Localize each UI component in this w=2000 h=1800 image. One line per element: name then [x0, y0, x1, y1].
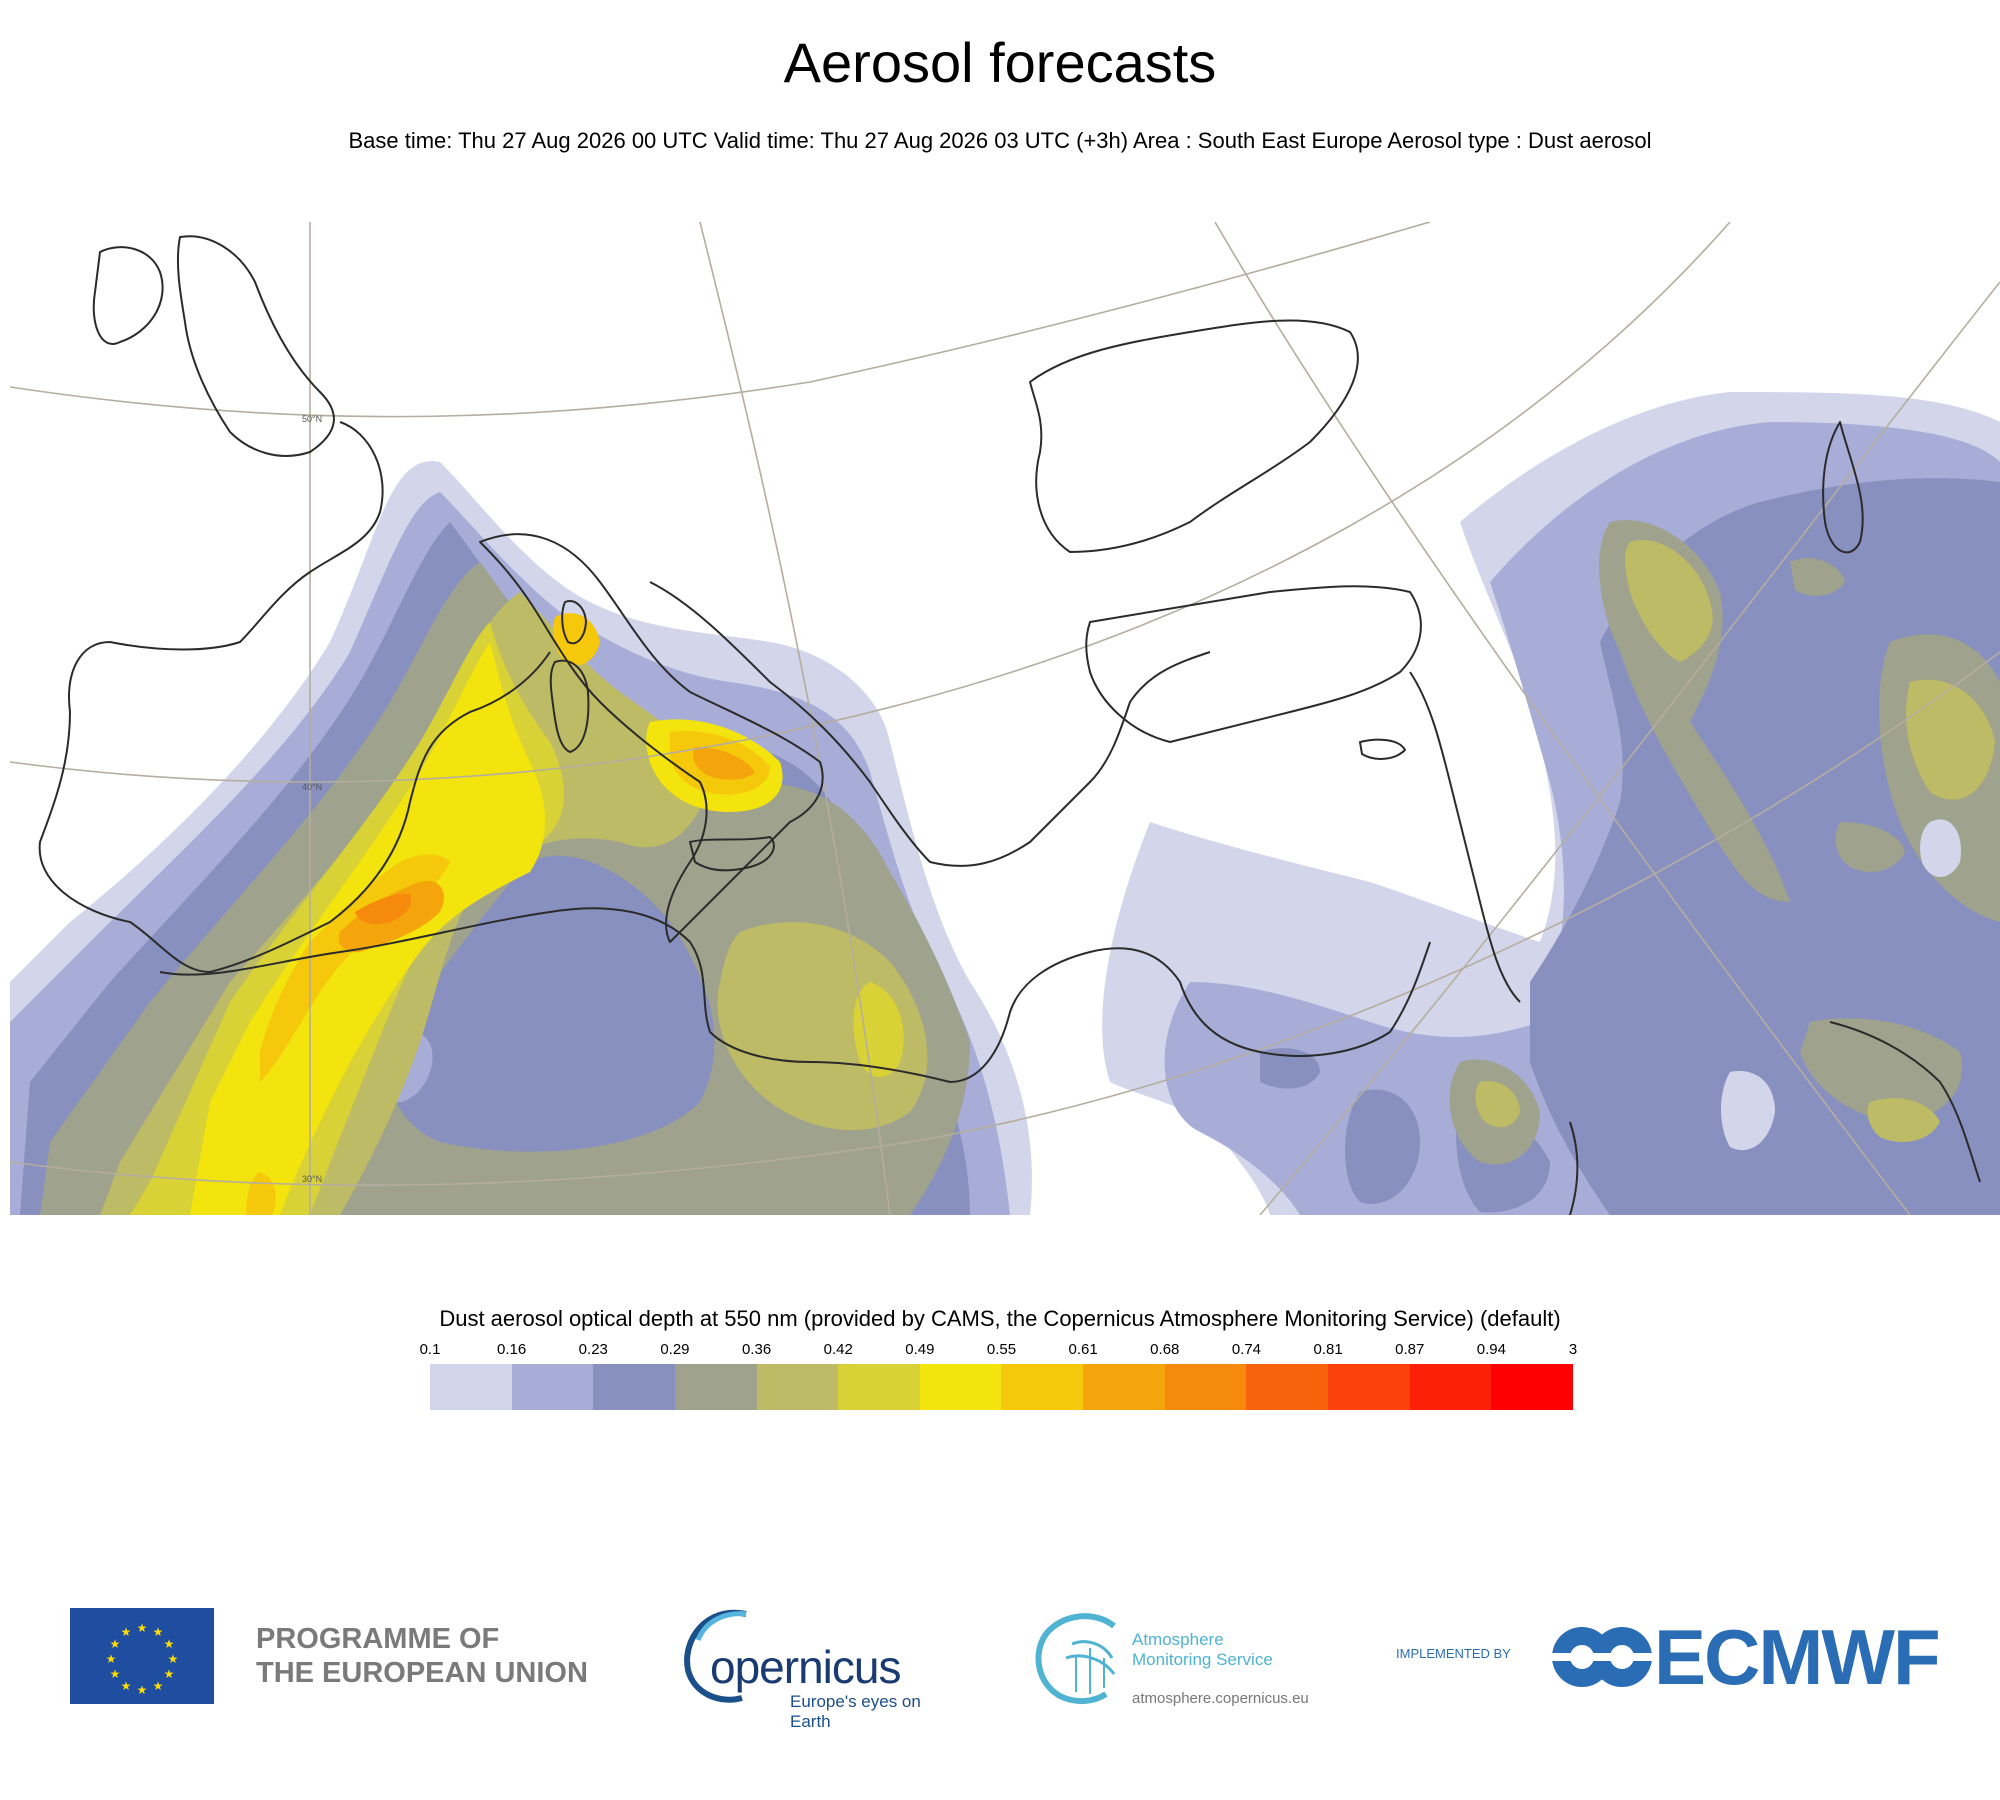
legend-tick-label: 0.42	[823, 1341, 853, 1358]
lat-label-30n: 30°N	[302, 1174, 322, 1184]
france-iberia	[38, 421, 551, 973]
legend-swatch	[838, 1364, 920, 1410]
legend-tick-label: 0.68	[1150, 1341, 1180, 1358]
eu-programme-text: PROGRAMME OF THE EUROPEAN UNION	[256, 1622, 588, 1690]
chart-title: Aerosol forecasts	[783, 31, 1217, 94]
legend-swatch	[511, 1364, 594, 1410]
legend-swatch	[1409, 1364, 1492, 1410]
caspian	[1822, 421, 1864, 554]
legend-tick-label: 0.36	[741, 1341, 772, 1358]
british-isles	[92, 235, 335, 457]
copernicus-c-icon	[684, 1609, 747, 1703]
cams-line1: Atmosphere	[1132, 1630, 1224, 1649]
legend-swatch	[1083, 1364, 1165, 1410]
graticule	[10, 222, 2000, 1215]
legend-swatch	[1164, 1364, 1247, 1410]
lat-label-50n: 50°N	[302, 414, 322, 424]
copernicus-logo: opernicus Europe's eyes on Earth	[676, 1600, 966, 1731]
legend-tick-label: 0.23	[578, 1341, 608, 1358]
eu-text-line2: THE EUROPEAN UNION	[256, 1657, 588, 1689]
turkey	[1085, 585, 1422, 743]
levant	[1409, 671, 1521, 1003]
svg-text:★: ★	[121, 1625, 132, 1639]
cams-globe-icon	[1035, 1613, 1116, 1704]
svg-text:★: ★	[110, 1637, 121, 1651]
ecmwf-symbol-icon	[1552, 1627, 1652, 1687]
dust-plume-west	[10, 461, 1032, 1215]
cams-logo: Atmosphere Monitoring Service atmosphere…	[1032, 1608, 1352, 1718]
sicily	[689, 836, 775, 872]
legend-swatch	[1246, 1364, 1329, 1410]
legend-title: Dust aerosol optical depth at 550 nm (pr…	[439, 1306, 1561, 1331]
cyprus	[1359, 738, 1406, 760]
svg-text:★: ★	[153, 1625, 164, 1639]
ecmwf-logo: ECMWF	[1552, 1610, 1942, 1701]
legend-swatch	[1328, 1364, 1410, 1410]
legend-tick-label: 0.87	[1395, 1341, 1425, 1358]
black-sea	[1029, 319, 1359, 553]
legend-tick-label: 0.49	[905, 1341, 935, 1358]
legend-tick-label: 0.81	[1313, 1341, 1343, 1358]
lat-label-40n: 40°N	[302, 782, 322, 792]
svg-text:★: ★	[168, 1652, 179, 1666]
svg-text:★: ★	[121, 1679, 132, 1693]
svg-text:★: ★	[106, 1652, 117, 1666]
legend-swatch	[430, 1364, 512, 1410]
legend-swatch	[1001, 1364, 1084, 1410]
legend-tick-label: 3	[1568, 1341, 1578, 1358]
copernicus-tagline: Europe's eyes on Earth	[790, 1692, 921, 1731]
svg-text:★: ★	[110, 1667, 121, 1681]
legend-tick-label: 0.55	[986, 1341, 1017, 1358]
legend-colorbar	[430, 1364, 1573, 1410]
corsica	[561, 600, 587, 645]
north-africa	[159, 907, 1431, 1083]
copernicus-wordmark: opernicus	[710, 1641, 901, 1693]
legend-swatch	[756, 1364, 839, 1410]
italy	[479, 533, 824, 943]
svg-text:★: ★	[164, 1667, 175, 1681]
eu-flag-logo: ★ ★ ★ ★ ★ ★ ★ ★ ★ ★ ★ ★	[70, 1608, 214, 1704]
legend-tick-label: 0.74	[1231, 1341, 1262, 1358]
eu-text-line1: PROGRAMME OF	[256, 1623, 500, 1655]
red-sea	[1569, 1121, 1579, 1215]
cams-line2: Monitoring Service	[1132, 1650, 1273, 1669]
implemented-by-label: IMPLEMENTED BY	[1396, 1646, 1511, 1661]
sardinia	[549, 659, 590, 753]
legend-tick-label: 0.61	[1068, 1341, 1098, 1358]
ecmwf-wordmark: ECMWF	[1654, 1613, 1941, 1701]
chart-subtitle: Base time: Thu 27 Aug 2026 00 UTC Valid …	[348, 128, 1652, 153]
legend-ticks: 0.1 0.16 0.23 0.29 0.36 0.42 0.49 0.55 0.61 0.68 0…	[420, 1341, 1578, 1361]
legend-swatch	[593, 1364, 675, 1410]
footer-logos: ★ ★ ★ ★ ★ ★ ★ ★ ★ ★ ★ ★ PROGRAMME OF THE EUROPEA…	[0, 1600, 2000, 1731]
cams-url: atmosphere.copernicus.eu	[1132, 1690, 1309, 1707]
legend-swatch	[1491, 1364, 1573, 1410]
balkans-greece	[649, 581, 1211, 867]
eu-stars-icon: ★ ★★ ★★★ ★★★ ★★★	[106, 1621, 179, 1697]
svg-text:★: ★	[164, 1637, 175, 1651]
legend-swatch	[674, 1364, 757, 1410]
svg-text:★: ★	[137, 1621, 148, 1635]
legend-tick-label: 0.1	[419, 1341, 441, 1358]
persian-gulf	[1829, 1021, 1981, 1183]
coastlines	[38, 235, 1981, 1215]
legend-tick-label: 0.16	[497, 1341, 527, 1358]
lat-labels: 50°N 40°N 30°N	[302, 414, 322, 1184]
dust-aod-map: 50°N 40°N 30°N	[10, 222, 2000, 1215]
legend-tick-label: 0.29	[660, 1341, 690, 1358]
svg-text:★: ★	[153, 1679, 164, 1693]
legend-tick-label: 0.94	[1476, 1341, 1506, 1358]
legend-swatch	[919, 1364, 1002, 1410]
svg-text:★: ★	[137, 1683, 148, 1697]
